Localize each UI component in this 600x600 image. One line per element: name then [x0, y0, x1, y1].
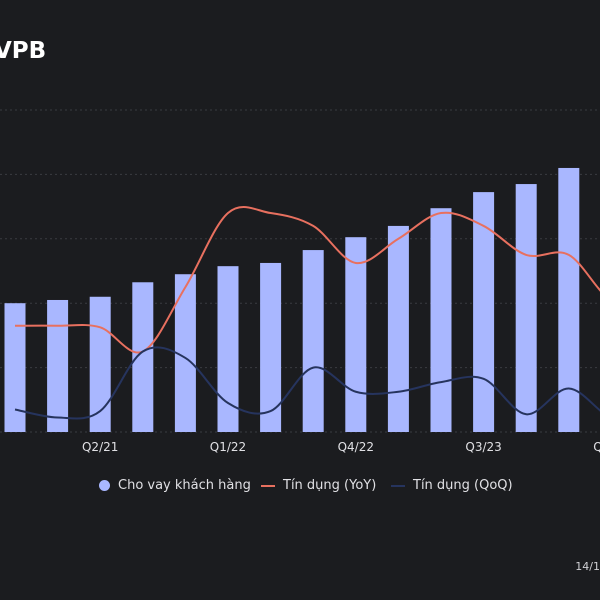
legend-swatch-loans [99, 480, 110, 491]
x-tick-label: Q1/22 [210, 440, 246, 454]
bar-Q2-23[interactable] [430, 208, 452, 432]
legend-swatch-yoy [261, 484, 275, 487]
legend-item-loans[interactable]: Cho vay khách hàng [99, 478, 251, 493]
legend-item-yoy[interactable]: Tín dụng (YoY) [261, 478, 376, 493]
bar-Q4-21[interactable] [174, 274, 196, 432]
x-tick-label: Q2/21 [82, 440, 118, 454]
legend-swatch-qoq [391, 484, 405, 487]
bar-Q3-21[interactable] [132, 282, 154, 432]
chart-title: VPB [0, 38, 47, 64]
x-tick-label: Q2/24 [593, 440, 600, 454]
bar-Q1-22[interactable] [217, 266, 239, 432]
legend: Cho vay khách hàng Tín dụng (YoY) Tín dụ… [0, 478, 600, 498]
bar-Q4-22[interactable] [345, 237, 367, 432]
bar-Q2-22[interactable] [260, 262, 282, 432]
legend-label-qoq: Tín dụng (QoQ) [413, 478, 513, 493]
legend-label-loans: Cho vay khách hàng [118, 478, 251, 493]
date-label: 14/1 [575, 560, 600, 573]
line-yoy[interactable] [14, 206, 600, 354]
bar-Q1-23[interactable] [387, 225, 409, 432]
x-tick-label: Q3/23 [465, 440, 501, 454]
legend-label-yoy: Tín dụng (YoY) [283, 478, 377, 493]
bar-Q4-23[interactable] [515, 184, 537, 432]
bar-Q1-24[interactable] [558, 167, 580, 432]
bar-Q3-22[interactable] [302, 250, 324, 432]
bar-Q4-20[interactable] [4, 303, 26, 432]
legend-item-qoq[interactable]: Tín dụng (QoQ) [391, 478, 513, 493]
x-tick-label: Q4/22 [338, 440, 374, 454]
bar-Q1-21[interactable] [47, 299, 69, 432]
line-qoq[interactable] [14, 346, 600, 420]
bar-Q3-23[interactable] [473, 192, 495, 432]
